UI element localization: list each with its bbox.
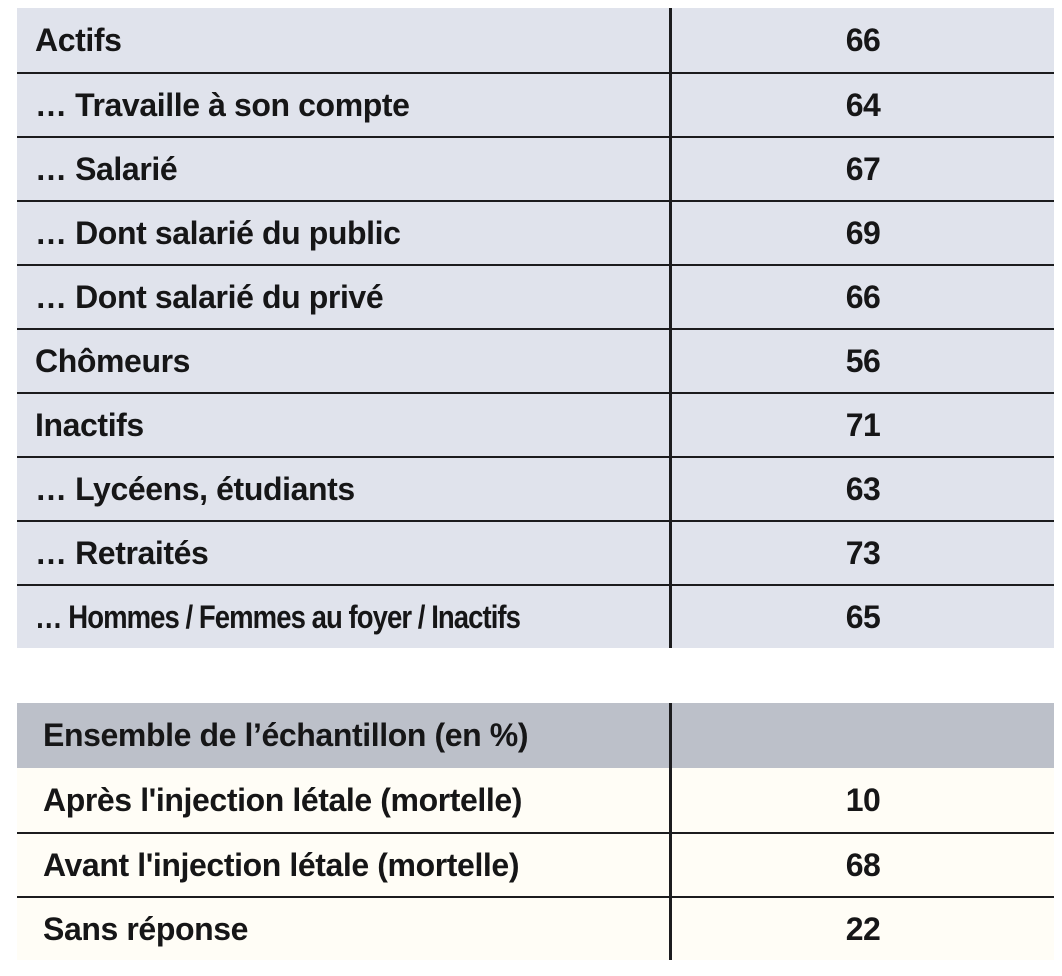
row-value: 65 [845,598,881,635]
row-label: Après l'injection létale (mortelle) [17,768,672,832]
row-label: Actifs [17,8,672,72]
table-row: … Salarié 67 [17,136,1054,200]
employment-table: Actifs 66 … Travaille à son compte 64 … … [17,8,1054,648]
row-label: … Dont salarié du privé [17,266,672,328]
table-row: Actifs 66 [17,8,1054,72]
table-row: … Dont salarié du privé 66 [17,264,1054,328]
row-label: … Lycéens, étudiants [17,458,672,520]
row-label-text: … Dont salarié du public [35,214,401,251]
row-value: 68 [845,846,881,883]
row-label-text: … Salarié [35,150,178,187]
row-label-text: Chômeurs [35,342,191,379]
row-value: 71 [845,406,881,443]
table-row: … Dont salarié du public 69 [17,200,1054,264]
sample-table-body: Après l'injection létale (mortelle) 10 A… [17,768,1054,960]
row-label: … Salarié [17,138,672,200]
sample-table: Ensemble de l’échantillon (en %) Après l… [17,703,1054,960]
row-value: 66 [845,278,881,315]
row-value: 67 [845,150,881,187]
row-label: Inactifs [17,394,672,456]
row-value: 64 [845,86,881,123]
table-row: Sans réponse 22 [17,896,1054,960]
row-label: … Hommes / Femmes au foyer / Inactifs [17,586,672,648]
row-label: Sans réponse [17,898,672,960]
row-label-text: Après l'injection létale (mortelle) [43,781,523,818]
row-label-text: … Lycéens, étudiants [35,470,355,507]
row-label-text: Actifs [35,21,122,58]
row-label: Chômeurs [17,330,672,392]
row-value: 22 [845,910,881,947]
sample-table-header-row: Ensemble de l’échantillon (en %) [17,703,1054,768]
row-value: 66 [845,21,881,58]
row-label: … Retraités [17,522,672,584]
row-label: … Travaille à son compte [17,74,672,136]
row-label-text: Avant l'injection létale (mortelle) [43,846,520,883]
row-label-text: … Hommes / Femmes au foyer / Inactifs [35,598,521,635]
row-label-text: … Dont salarié du privé [35,278,384,315]
row-label-text: … Retraités [35,534,209,571]
row-label: … Dont salarié du public [17,202,672,264]
table-row: … Lycéens, étudiants 63 [17,456,1054,520]
table-row: … Retraités 73 [17,520,1054,584]
row-label-text: Inactifs [35,406,144,443]
table-row: Après l'injection létale (mortelle) 10 [17,768,1054,832]
table-row: Avant l'injection létale (mortelle) 68 [17,832,1054,896]
table-row: Chômeurs 56 [17,328,1054,392]
row-label: Avant l'injection létale (mortelle) [17,834,672,896]
row-value: 10 [845,781,881,818]
table-row: Inactifs 71 [17,392,1054,456]
sample-table-header-value [672,703,1054,768]
table-row: … Hommes / Femmes au foyer / Inactifs 65 [17,584,1054,648]
row-value: 73 [845,534,881,571]
sample-table-header-label: Ensemble de l’échantillon (en %) [17,703,672,768]
row-value: 56 [845,342,881,379]
sample-table-header-text: Ensemble de l’échantillon (en %) [43,717,529,753]
row-value: 69 [845,214,881,251]
row-label-text: Sans réponse [43,910,249,947]
table-row: … Travaille à son compte 64 [17,72,1054,136]
row-label-text: … Travaille à son compte [35,86,410,123]
row-value: 63 [845,470,881,507]
